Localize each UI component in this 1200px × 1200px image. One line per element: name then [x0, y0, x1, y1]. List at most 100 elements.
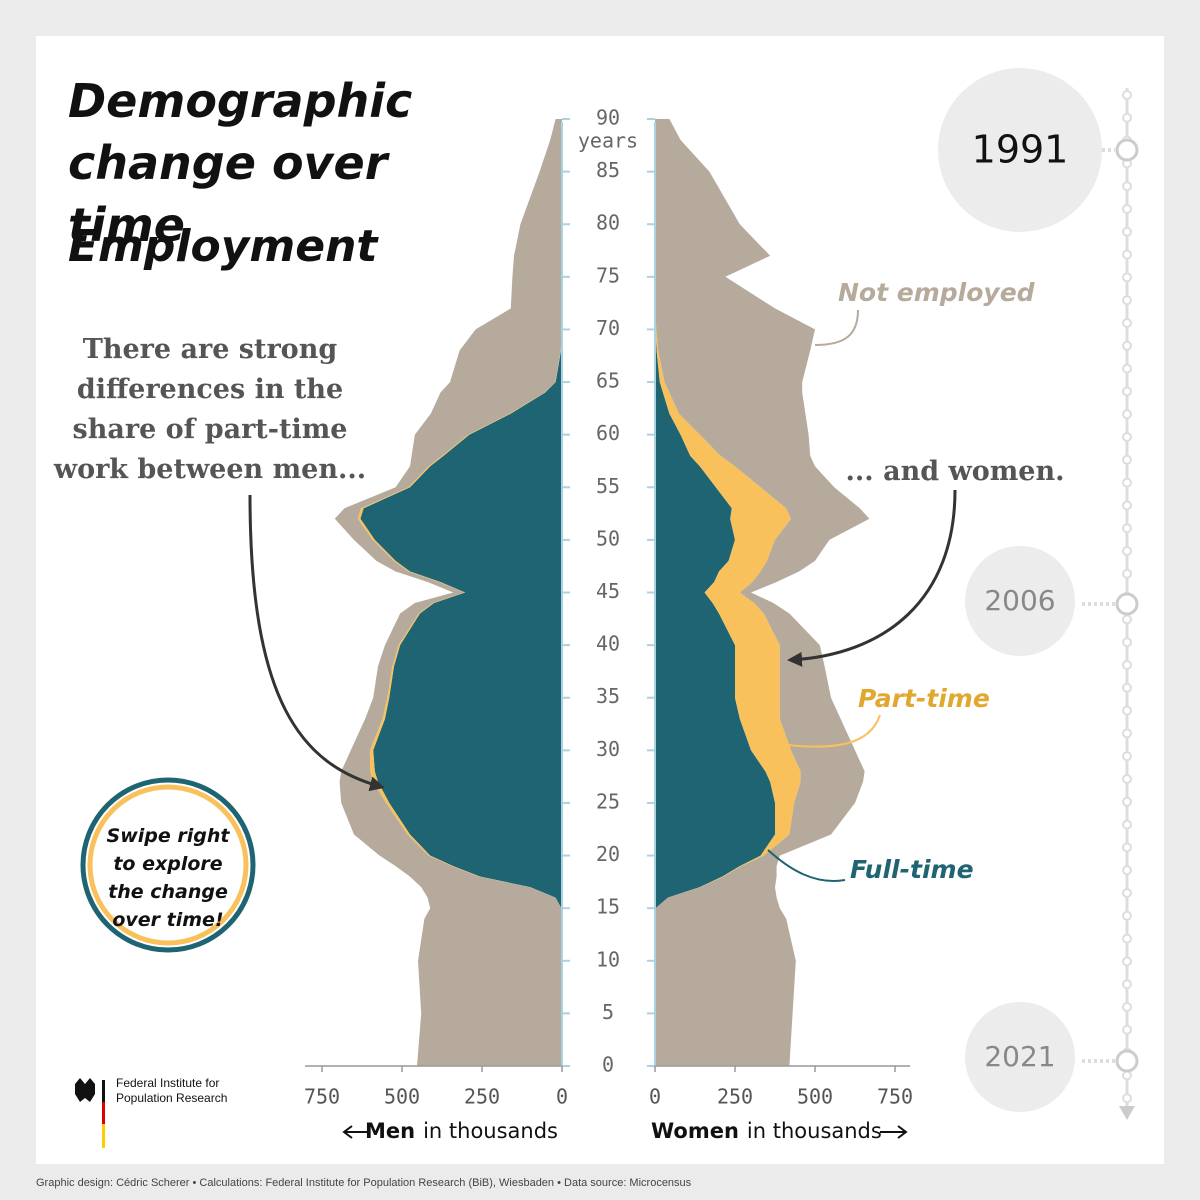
- annotation-arrow: [248, 494, 385, 792]
- x-tick-label: 250: [464, 1085, 500, 1109]
- timeline-dot: [1122, 318, 1132, 328]
- x-axis-label: Women in thousands: [651, 1119, 882, 1143]
- year-bubble: [965, 546, 1075, 656]
- logo-text: Federal Institute for Population Researc…: [116, 1076, 228, 1105]
- flag-stripe: [102, 1080, 105, 1102]
- footer: Graphic design: Cédric Scherer • Calcula…: [36, 1177, 692, 1189]
- axis-side: Women: [651, 1119, 739, 1143]
- annotation: ... and women.: [845, 456, 1065, 487]
- age-tick-label: 80: [596, 211, 620, 235]
- timeline-dot: [1122, 1070, 1132, 1081]
- timeline-dot: [1122, 500, 1132, 511]
- timeline-dot: [1122, 386, 1132, 397]
- timeline-dot: [1122, 956, 1132, 967]
- timeline-dot: [1122, 409, 1132, 420]
- legend-connector: [814, 309, 859, 346]
- timeline-node[interactable]: [1115, 138, 1139, 162]
- timeline-arrow: [1119, 1106, 1135, 1120]
- flag-stripe: [102, 1102, 105, 1124]
- x-tick-label: 0: [556, 1085, 568, 1109]
- timeline-dot: [1122, 90, 1132, 100]
- annotation: There are strong differences in the shar…: [53, 334, 367, 485]
- timeline-dot: [1122, 204, 1132, 214]
- timeline-dot: [1122, 933, 1132, 944]
- x-tick-label: 500: [797, 1085, 833, 1109]
- timeline-dot: [1122, 523, 1132, 534]
- area-men: [360, 119, 562, 1066]
- timeline: 1991 2006 2021: [938, 68, 1139, 1120]
- x-axis-label: Men in thousands: [365, 1119, 558, 1143]
- age-tick-label: 0: [602, 1053, 614, 1077]
- axes: 0 5 10 15 20 25 30 35 40 45 50 55 60 65 70 75 80 85 90year…: [304, 106, 913, 1109]
- timeline-dot: [1122, 477, 1132, 488]
- age-unit: years: [578, 129, 638, 153]
- timeline-dot: [1122, 705, 1132, 716]
- timeline-dot: [1122, 637, 1132, 648]
- area-women: [655, 119, 801, 1066]
- age-tick-label: 30: [596, 737, 620, 761]
- axis-arrow: [897, 1125, 908, 1139]
- area-men: [334, 119, 562, 1066]
- timeline-dot: [1122, 728, 1132, 739]
- age-tick-label: 40: [596, 632, 620, 656]
- timeline-dots: [1122, 90, 1132, 1104]
- eagle: [75, 1078, 95, 1102]
- axis-arrow: [342, 1125, 353, 1139]
- call-to-action: Swipe right to explore the change over t…: [106, 825, 230, 931]
- annotation-arrow: [787, 489, 957, 667]
- age-tick-label: 50: [596, 526, 620, 550]
- timeline-dot: [1122, 614, 1132, 625]
- age-tick-label: 25: [596, 789, 620, 813]
- timeline-node[interactable]: [1115, 592, 1139, 616]
- x-tick-label: 750: [877, 1085, 913, 1109]
- timeline-dot: [1122, 660, 1132, 670]
- timeline-dot: [1122, 295, 1132, 306]
- timeline-dot: [1122, 568, 1132, 579]
- x-tick-label: 750: [304, 1085, 340, 1109]
- timeline-dot: [1122, 340, 1132, 351]
- logo-mark: [75, 1078, 105, 1148]
- age-tick-label: 45: [596, 579, 620, 603]
- timeline-dot: [1122, 979, 1132, 990]
- timeline-dot: [1122, 774, 1132, 784]
- timeline-dot: [1122, 1093, 1132, 1104]
- timeline-dot: [1122, 249, 1132, 260]
- timeline-node[interactable]: [1115, 1049, 1139, 1073]
- legend-label: Part-time: [858, 684, 990, 713]
- age-tick-label: 60: [596, 421, 620, 445]
- age-tick-label: 90: [596, 106, 620, 130]
- timeline-dot: [1122, 112, 1132, 123]
- timeline-dot: [1122, 751, 1132, 762]
- area-women: [655, 119, 775, 1066]
- age-tick-label: 85: [596, 158, 620, 182]
- x-tick-label: 250: [717, 1085, 753, 1109]
- legend-connector: [787, 714, 881, 748]
- age-tick-label: 5: [602, 1000, 614, 1024]
- timeline-dot: [1122, 682, 1132, 693]
- timeline-year[interactable]: 1991: [972, 128, 1069, 172]
- legend-connector: [767, 849, 846, 882]
- age-tick-label: 70: [596, 316, 620, 340]
- age-tick-label: 10: [596, 947, 620, 971]
- timeline-dot: [1122, 910, 1132, 921]
- axis-side: Men: [365, 1119, 415, 1143]
- age-tick-label: 15: [596, 895, 620, 919]
- timeline-dot: [1122, 363, 1132, 374]
- area-women: [655, 119, 870, 1066]
- legend-label: Full-time: [850, 855, 974, 884]
- timeline-dot: [1122, 454, 1132, 465]
- timeline-dot: [1122, 432, 1132, 442]
- areas: [334, 119, 870, 1066]
- timeline-dot: [1122, 226, 1132, 237]
- timeline-year[interactable]: 2006: [984, 584, 1055, 617]
- timeline-year[interactable]: 2021: [984, 1040, 1055, 1073]
- cta-ring: [87, 784, 249, 946]
- flag-stripe: [102, 1124, 105, 1148]
- title: Demographic change over time: [68, 74, 413, 252]
- timeline-dot: [1122, 819, 1132, 830]
- age-tick-label: 20: [596, 842, 620, 866]
- age-tick-label: 65: [596, 369, 620, 393]
- timeline-dot: [1122, 888, 1132, 898]
